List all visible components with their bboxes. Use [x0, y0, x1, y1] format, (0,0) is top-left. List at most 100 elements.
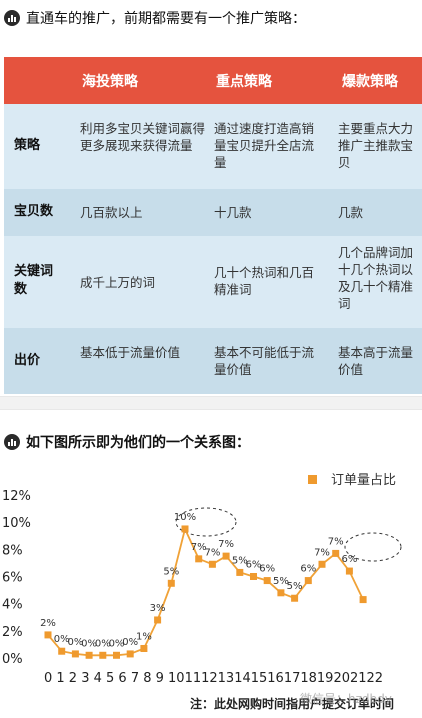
strategy-table: 海投策略 重点策略 爆款策略 策略 利用多宝贝关键词赢得更多展现来获得流量 通过…	[4, 57, 422, 394]
data-point	[236, 568, 244, 576]
data-point	[263, 577, 271, 585]
data-labels: 2%0%0%0%0%0%0%1%3%5%10%7%7%7%5%6%6%5%5%6…	[40, 512, 357, 649]
watermark: 微信号：hzdbdy	[300, 692, 392, 706]
data-point	[126, 650, 134, 658]
data-label: 0%	[81, 638, 97, 649]
table-cell: 成千上万的词	[80, 275, 156, 290]
data-label: 6%	[341, 554, 357, 565]
legend: 订单量占比	[308, 473, 396, 488]
table-header: 海投策略 重点策略 爆款策略	[4, 57, 422, 104]
data-point	[359, 596, 367, 604]
data-label: 6%	[259, 564, 275, 575]
data-point	[277, 589, 285, 597]
data-label: 6%	[246, 560, 262, 571]
y-tick-label: 0%	[2, 652, 23, 667]
data-point	[195, 555, 203, 563]
legend-marker	[308, 475, 317, 484]
table-cell: 几个品牌词加十几个热词以及几十个精准词	[338, 245, 414, 311]
header-mass-strategy: 海投策略	[82, 74, 138, 90]
data-point	[250, 573, 257, 580]
data-point	[58, 647, 66, 655]
data-label: 0%	[67, 637, 83, 648]
data-label: 5%	[232, 555, 248, 566]
table-row: 关键词数 成千上万的词 几十个热词和几百精准词 几个品牌词加十几个热词以及几十个…	[4, 236, 422, 328]
header-focus-strategy: 重点策略	[216, 74, 272, 90]
row-label: 策略	[14, 138, 41, 153]
data-point	[318, 560, 326, 568]
chart-note: 注：此处网购时间指用户提交订单时间	[190, 696, 394, 711]
header-hot-strategy: 爆款策略	[342, 74, 398, 90]
peak-highlights	[175, 507, 402, 562]
table-cell: 几百款以上	[80, 205, 143, 220]
bar-chart-icon	[4, 434, 20, 450]
section2-text: 如下图所示即为他们的一个关系图：	[26, 435, 250, 451]
table-cell: 通过速度打造高销量宝贝提升全店流量	[214, 121, 315, 170]
table-row: 宝贝数 几百款以上 十几款 几款	[4, 189, 422, 236]
data-point	[71, 650, 79, 658]
series-markers	[44, 525, 367, 659]
x-tick-labels: 0 1 2 3 4 5 6 7 8 9 10111213141516171819…	[44, 671, 383, 686]
y-tick-label: 4%	[2, 598, 23, 613]
row-label: 出价	[14, 353, 41, 368]
y-tick-label: 10%	[2, 516, 31, 531]
y-tick-label: 6%	[2, 571, 23, 586]
data-point	[85, 651, 93, 659]
data-label: 7%	[218, 539, 234, 550]
y-tick-label: 8%	[2, 543, 23, 558]
bar-chart-icon	[4, 10, 20, 26]
data-point	[304, 577, 312, 585]
data-label: 5%	[287, 581, 303, 592]
peak-ellipse-evening	[344, 532, 402, 562]
data-label: 7%	[204, 547, 220, 558]
table-row: 策略 利用多宝贝关键词赢得更多展现来获得流量 通过速度打造高销量宝贝提升全店流量…	[4, 104, 422, 189]
data-point	[154, 616, 162, 624]
data-label: 1%	[136, 631, 152, 642]
y-tick-label: 2%	[2, 625, 23, 640]
data-label: 0%	[122, 637, 138, 648]
data-point	[332, 549, 340, 557]
table-cell: 主要重点大力推广主推款宝贝	[338, 121, 414, 170]
data-label: 7%	[328, 536, 344, 547]
data-label: 0%	[54, 634, 70, 645]
data-point	[99, 651, 107, 659]
data-point	[345, 567, 353, 575]
table-cell: 几十个热词和几百精准词	[214, 265, 315, 297]
table-cell: 基本高于流量价值	[338, 345, 414, 377]
table-cell: 基本不可能低于流量价值	[214, 345, 315, 377]
order-share-chart: 12%10%8%6%4%2%0% 订单量占比 2%0%0%0%0%0%0%1%3…	[2, 473, 418, 711]
data-label: 5%	[273, 576, 289, 587]
y-axis-ticks: 12% 10% 8% 6% 4% 2% 0%	[2, 489, 31, 667]
data-point	[208, 560, 216, 568]
data-point	[140, 644, 148, 652]
data-label: 0%	[95, 638, 111, 649]
data-point	[113, 651, 120, 659]
data-label: 0%	[109, 638, 125, 649]
row-label: 关键词数	[14, 264, 54, 297]
data-point	[167, 579, 175, 587]
data-label: 2%	[40, 618, 56, 629]
data-label: 5%	[163, 566, 179, 577]
row-label: 宝贝数	[14, 204, 54, 219]
data-label: 7%	[314, 547, 330, 558]
table-cell: 十几款	[214, 205, 252, 220]
intro-text: 直通车的推广，前期都需要有一个推广策略：	[26, 11, 306, 27]
table-row: 出价 基本低于流量价值 基本不可能低于流量价值 基本高于流量价值	[4, 328, 422, 394]
data-label: 3%	[150, 603, 166, 614]
data-point	[291, 594, 299, 602]
section2-heading: 如下图所示即为他们的一个关系图：	[4, 432, 250, 452]
data-label: 7%	[191, 542, 207, 553]
legend-label: 订单量占比	[331, 473, 396, 488]
peak-ellipse-morning	[175, 507, 237, 537]
data-label: 10%	[174, 512, 196, 523]
data-point	[222, 552, 230, 560]
data-point	[44, 631, 52, 639]
table-cell: 利用多宝贝关键词赢得更多展现来获得流量	[80, 121, 206, 153]
table-cell: 基本低于流量价值	[80, 345, 181, 360]
intro-heading: 直通车的推广，前期都需要有一个推广策略：	[4, 8, 306, 28]
y-tick-label: 12%	[2, 489, 31, 504]
data-point	[181, 525, 189, 533]
table-cell: 几款	[338, 205, 364, 220]
section-divider	[0, 396, 422, 410]
grid-lines	[40, 495, 418, 658]
data-label: 6%	[300, 564, 316, 575]
